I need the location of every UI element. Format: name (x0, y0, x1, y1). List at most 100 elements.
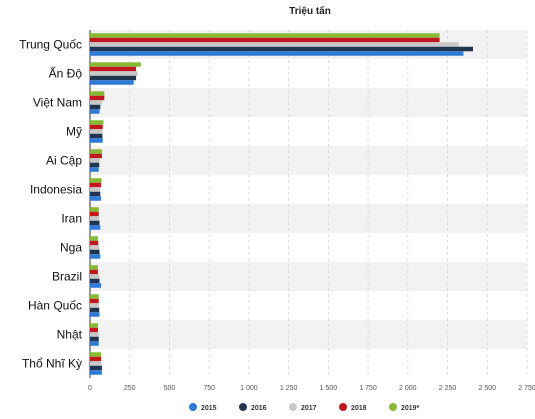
bar-2016-11 (90, 365, 102, 371)
bar-2019-5 (90, 178, 102, 183)
legend-marker (289, 403, 297, 411)
bars (90, 33, 473, 375)
bar-2015-4 (90, 167, 99, 172)
row-band (90, 146, 527, 175)
bar-2017-1 (90, 71, 138, 76)
bar-2019-6 (90, 207, 99, 212)
category-label: Ấn Độ (49, 66, 83, 81)
bar-2016-7 (90, 249, 100, 255)
row-band (90, 204, 527, 233)
bar-2015-10 (90, 341, 99, 346)
bar-2016-10 (90, 336, 99, 342)
bar-2016-1 (90, 75, 137, 81)
legend-item[interactable]: 2019* (389, 403, 420, 412)
category-label: Nga (60, 241, 82, 255)
x-tick-label: 1 000 (240, 385, 258, 392)
category-label: Iran (61, 212, 82, 226)
x-tick-label: 2 750 (518, 385, 535, 392)
bar-2016-2 (90, 104, 101, 110)
bar-2018-9 (90, 298, 99, 304)
category-label: Hàn Quốc (28, 299, 82, 313)
bar-2017-5 (90, 187, 101, 192)
x-tick-label: 1 500 (320, 385, 338, 392)
bar-2018-2 (90, 95, 105, 101)
chart-title: Triệu tấn (289, 5, 331, 17)
legend-label: 2016 (251, 405, 267, 412)
bar-2018-1 (90, 66, 137, 72)
category-label: Thổ Nhĩ Kỳ (22, 357, 82, 371)
legend-label: 2015 (201, 405, 217, 412)
x-tick-label: 1 250 (280, 385, 298, 392)
legend-marker (389, 403, 397, 411)
bar-2018-7 (90, 240, 99, 246)
gridlines (89, 30, 528, 378)
bar-2019-1 (90, 62, 141, 67)
legend: 2015 2016 2017 2018 2019* (189, 403, 420, 412)
bar-2018-4 (90, 153, 102, 159)
bar-2016-0 (90, 46, 473, 52)
x-axis-ticks: 0 250 500 750 1 000 1 250 1 500 1 750 2 000 2 250… (88, 385, 535, 392)
category-label: Mỹ (66, 125, 82, 139)
legend-item[interactable]: 2018 (339, 403, 367, 412)
legend-label: 2017 (301, 405, 317, 412)
bar-2019-4 (90, 149, 102, 154)
category-label: Indonesia (30, 183, 82, 197)
bar-2015-3 (90, 138, 103, 143)
bar-2015-7 (90, 254, 101, 259)
x-tick-label: 2 250 (439, 385, 457, 392)
bar-2019-8 (90, 265, 98, 270)
legend-label: 2018 (351, 405, 367, 412)
bar-2018-10 (90, 327, 98, 333)
row-band (90, 262, 527, 291)
bar-2016-8 (90, 278, 100, 284)
bar-2018-0 (90, 37, 440, 43)
x-tick-label: 1 750 (359, 385, 377, 392)
x-tick-label: 750 (203, 385, 215, 392)
bar-2016-3 (90, 133, 103, 139)
bar-2016-4 (90, 162, 100, 168)
bar-2018-5 (90, 182, 102, 188)
category-label: Việt Nam (33, 96, 82, 110)
bar-2015-9 (90, 312, 100, 317)
category-label: Nhật (57, 328, 83, 342)
bar-2015-6 (90, 225, 101, 230)
legend-item[interactable]: 2016 (239, 403, 267, 412)
bar-2015-8 (90, 283, 102, 288)
bar-2017-3 (90, 129, 103, 134)
bar-2017-2 (90, 100, 102, 105)
legend-marker (339, 403, 347, 411)
bar-2017-9 (90, 303, 99, 308)
legend-marker (239, 403, 247, 411)
x-tick-label: 0 (88, 385, 92, 392)
bar-2016-9 (90, 307, 100, 313)
bar-2015-0 (90, 51, 464, 56)
legend-marker (189, 403, 197, 411)
x-tick-label: 500 (164, 385, 176, 392)
bar-2017-7 (90, 245, 100, 250)
bar-2015-5 (90, 196, 102, 201)
bar-2016-5 (90, 191, 101, 197)
x-tick-label: 2 000 (399, 385, 417, 392)
category-label: Ai Cập (46, 154, 82, 168)
bar-2018-8 (90, 269, 98, 275)
bar-2019-0 (90, 33, 440, 38)
bar-2016-6 (90, 220, 100, 226)
bar-2019-2 (90, 91, 105, 96)
bar-2019-9 (90, 294, 99, 299)
row-band (90, 88, 527, 117)
legend-item[interactable]: 2015 (189, 403, 217, 412)
legend-item[interactable]: 2017 (289, 403, 317, 412)
x-tick-label: 2 500 (479, 385, 497, 392)
bar-2017-10 (90, 332, 99, 337)
legend-label: 2019* (401, 405, 420, 412)
row-band (90, 320, 527, 349)
bar-2017-0 (90, 42, 459, 47)
bar-2015-2 (90, 109, 100, 114)
bar-2017-11 (90, 361, 102, 366)
bar-2019-7 (90, 236, 98, 241)
bar-2017-4 (90, 158, 100, 163)
bar-2019-10 (90, 323, 98, 328)
bar-2018-3 (90, 124, 103, 130)
